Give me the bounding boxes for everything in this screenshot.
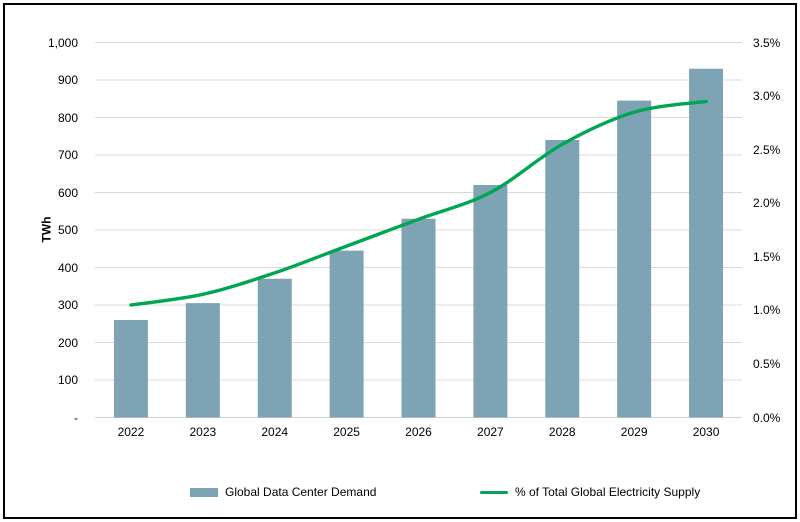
left-tick-800: 800 <box>57 110 78 125</box>
left-tick-200: 200 <box>57 335 78 350</box>
x-tick-2024: 2024 <box>261 425 289 439</box>
right-tick-2.0%: 2.0% <box>753 196 781 211</box>
left-tick-100: 100 <box>57 373 78 387</box>
bar-series-swatch <box>190 487 218 497</box>
left-tick-1,000: 1,000 <box>47 35 78 50</box>
right-tick-0.0%: 0.0% <box>753 410 781 425</box>
bar-2029 <box>617 100 652 418</box>
right-tick-1.5%: 1.5% <box>753 249 781 264</box>
bar-2030 <box>689 68 724 418</box>
line-series-swatch <box>480 490 508 494</box>
legend-item-bar: Global Data Center Demand <box>190 484 376 500</box>
left-tick-500: 500 <box>57 223 78 237</box>
left-tick-400: 400 <box>57 260 78 275</box>
bar-2024 <box>257 278 292 418</box>
x-tick-2030: 2030 <box>692 425 720 439</box>
x-tick-2022: 2022 <box>117 425 145 439</box>
bar-2023 <box>185 303 220 418</box>
right-tick-3.0%: 3.0% <box>753 89 781 104</box>
x-tick-2023: 2023 <box>189 425 217 439</box>
bar-series-label: Global Data Center Demand <box>225 485 377 499</box>
bar-2022 <box>113 320 148 418</box>
electricity-share-line <box>129 99 708 307</box>
legend-item-line: % of Total Global Electricity Supply <box>480 484 700 500</box>
bar-2027 <box>473 185 508 418</box>
left-tick-300: 300 <box>57 298 78 312</box>
left-tick--: - <box>74 410 78 425</box>
x-tick-2028: 2028 <box>548 425 576 439</box>
left-tick-600: 600 <box>57 185 78 200</box>
bar-2028 <box>545 140 580 418</box>
line-series-label: % of Total Global Electricity Supply <box>515 485 701 499</box>
right-tick-2.5%: 2.5% <box>753 142 781 157</box>
x-tick-2025: 2025 <box>333 425 360 439</box>
bar-2026 <box>401 218 436 418</box>
left-tick-900: 900 <box>57 73 78 87</box>
right-tick-0.5%: 0.5% <box>753 356 781 371</box>
x-tick-2026: 2026 <box>405 425 432 439</box>
right-tick-1.0%: 1.0% <box>753 303 781 318</box>
right-tick-3.5%: 3.5% <box>753 35 781 50</box>
x-tick-2029: 2029 <box>620 425 648 439</box>
bar-2025 <box>329 250 364 418</box>
x-tick-2027: 2027 <box>477 425 504 439</box>
left-tick-700: 700 <box>57 148 78 162</box>
